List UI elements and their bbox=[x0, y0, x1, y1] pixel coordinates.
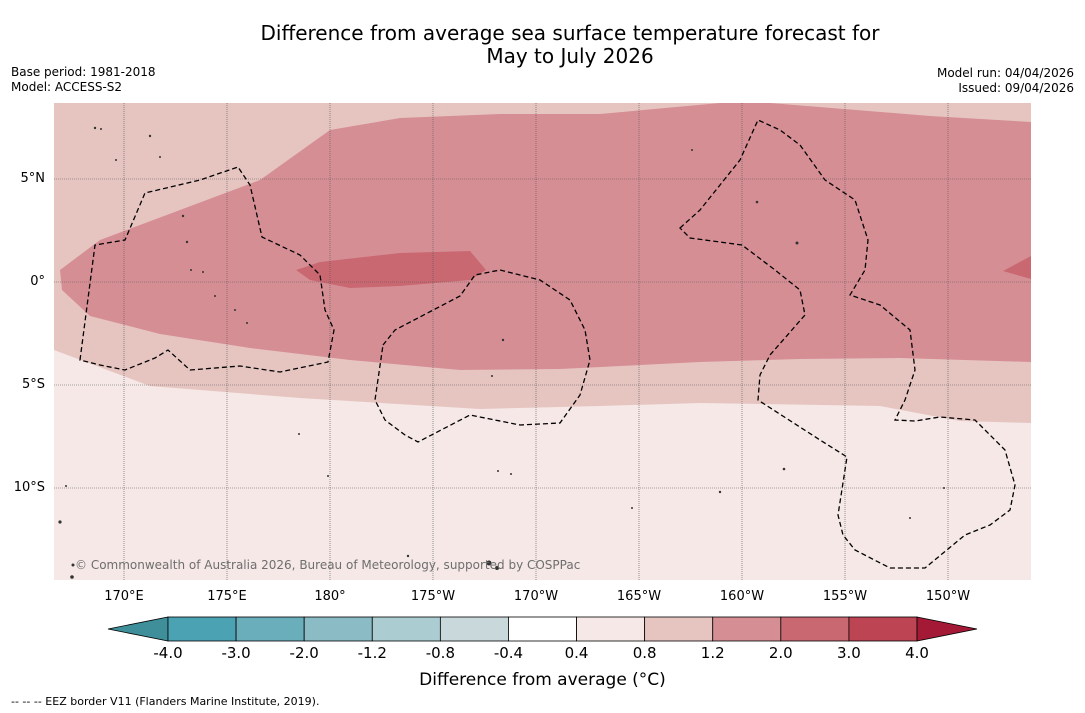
lon-label-160w: 160°W bbox=[719, 589, 765, 604]
map-title-line1: Difference from average sea surface temp… bbox=[260, 21, 880, 45]
colorbar-extend-high bbox=[916, 616, 978, 642]
lon-label-155w: 155°W bbox=[822, 589, 868, 604]
colorbar bbox=[107, 616, 978, 642]
colorbar-tick-label: -1.2 bbox=[357, 644, 387, 662]
colorbar-tick-label: 1.2 bbox=[700, 644, 725, 662]
colorbar-tick-label: -2.0 bbox=[289, 644, 319, 662]
lat-label-10s: 10°S bbox=[13, 480, 45, 495]
colorbar-cell bbox=[508, 616, 577, 642]
lon-label-175e: 175°E bbox=[207, 589, 247, 604]
band-2p0-3p0 bbox=[296, 251, 486, 288]
lat-label-5n: 5°N bbox=[20, 171, 46, 186]
colorbar-cell bbox=[848, 616, 918, 642]
colorbar-cell bbox=[780, 616, 850, 642]
lon-label-180: 180° bbox=[314, 589, 346, 604]
colorbar-cell bbox=[644, 616, 714, 642]
map-title-line2: May to July 2026 bbox=[486, 44, 654, 68]
lat-label-5s: 5°S bbox=[21, 377, 45, 392]
model-run: Model run: 04/04/2026 bbox=[936, 66, 1074, 80]
colorbar-tick-label: 0.8 bbox=[632, 644, 657, 662]
lon-label-170e: 170°E bbox=[104, 589, 144, 604]
lat-label-0: 0° bbox=[30, 274, 45, 289]
colorbar-tick-label: 3.0 bbox=[836, 644, 861, 662]
base-period: Base period: 1981-2018 bbox=[11, 65, 156, 79]
colorbar-tick-label: -3.0 bbox=[221, 644, 251, 662]
colorbar-cell bbox=[439, 616, 509, 642]
colorbar-tick-label: -0.8 bbox=[425, 644, 455, 662]
colorbar-tick-label: 4.0 bbox=[905, 644, 929, 662]
colorbar-tick-label: 2.0 bbox=[768, 644, 793, 662]
colorbar-cell bbox=[371, 616, 441, 642]
colorbar-cell bbox=[167, 616, 237, 642]
eez-legend-footer: -- -- -- EEZ border V11 (Flanders Marine… bbox=[11, 695, 320, 708]
band-1p2-2p0 bbox=[60, 103, 1031, 370]
lon-label-165w: 165°W bbox=[616, 589, 662, 604]
band-2p0-3p0-east bbox=[1003, 256, 1031, 279]
colorbar-title: Difference from average (°C) bbox=[419, 670, 666, 690]
colorbar-tick-label: -4.0 bbox=[153, 644, 183, 662]
colorbar-cell bbox=[576, 616, 646, 642]
colorbar-tick-label: 0.4 bbox=[564, 644, 589, 662]
eez-borders bbox=[79, 119, 1016, 569]
issued-date: Issued: 09/04/2026 bbox=[958, 81, 1074, 95]
colorbar-cell bbox=[235, 616, 305, 642]
copyright-notice: © Commonwealth of Australia 2026, Bureau… bbox=[75, 558, 581, 572]
lon-label-175w: 175°W bbox=[410, 589, 456, 604]
model-name: Model: ACCESS-S2 bbox=[11, 80, 123, 94]
lon-label-170w: 170°W bbox=[513, 589, 559, 604]
lon-label-150w: 150°W bbox=[925, 589, 971, 604]
meta-right: Model run: 04/04/2026 Issued: 09/04/2026 bbox=[937, 66, 1074, 96]
graticule bbox=[54, 103, 1031, 580]
islands bbox=[58, 126, 945, 579]
colorbar-tick-label: -0.4 bbox=[493, 644, 524, 662]
colorbar-extend-low bbox=[107, 616, 169, 642]
meta-left: Base period: 1981-2018 Model: ACCESS-S2 bbox=[11, 65, 156, 95]
colorbar-cell bbox=[712, 616, 782, 642]
colorbar-cell bbox=[303, 616, 373, 642]
